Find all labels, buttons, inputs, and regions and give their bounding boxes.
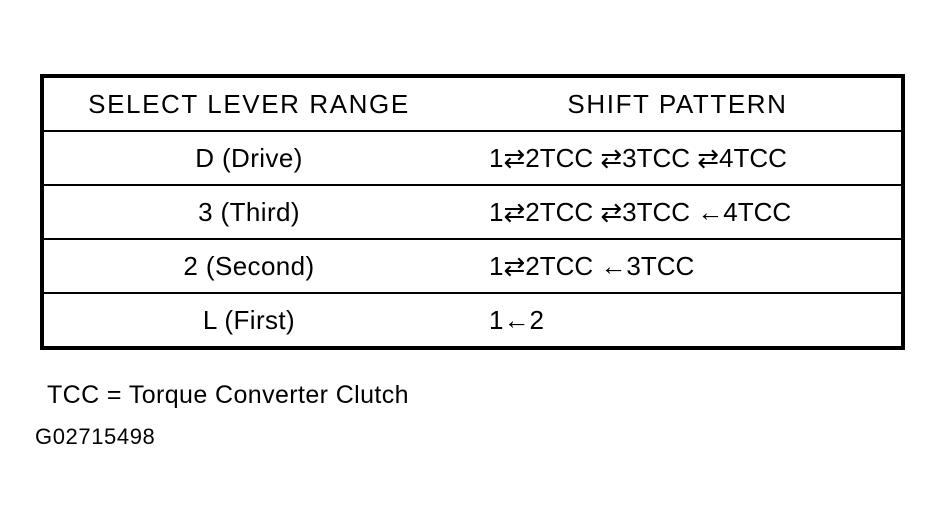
cell-range-drive: D (Drive) [42, 131, 454, 186]
header-cell-select-lever-range: SELECT LEVER RANGE [42, 76, 454, 132]
range-label-third: 3 (Third) [198, 197, 300, 227]
pattern-label-drive: 1⇄2TCC ⇄3TCC ⇄4TCC [489, 143, 787, 173]
cell-range-first: L (First) [42, 293, 454, 348]
cell-range-second: 2 (Second) [42, 239, 454, 294]
pattern-label-third: 1⇄2TCC ⇄3TCC ←4TCC [489, 197, 792, 227]
shift-pattern-table: SELECT LEVER RANGE SHIFT PATTERN D (Driv… [40, 74, 905, 350]
range-label-first: L (First) [202, 305, 296, 335]
table-header-row: SELECT LEVER RANGE SHIFT PATTERN [42, 76, 903, 132]
table-row: L (First) 1←2 [42, 293, 903, 348]
cell-pattern-drive: 1⇄2TCC ⇄3TCC ⇄4TCC [454, 131, 903, 186]
pattern-label-second: 1⇄2TCC ←3TCC [489, 251, 695, 281]
cell-pattern-third: 1⇄2TCC ⇄3TCC ←4TCC [454, 185, 903, 240]
cell-pattern-second: 1⇄2TCC ←3TCC [454, 239, 903, 294]
cell-pattern-first: 1←2 [454, 293, 903, 348]
table-row: D (Drive) 1⇄2TCC ⇄3TCC ⇄4TCC [42, 131, 903, 186]
header-cell-shift-pattern: SHIFT PATTERN [454, 76, 903, 132]
table-row: 2 (Second) 1⇄2TCC ←3TCC [42, 239, 903, 294]
range-label-drive: D (Drive) [195, 143, 303, 173]
table-row: 3 (Third) 1⇄2TCC ⇄3TCC ←4TCC [42, 185, 903, 240]
header-label-shift-pattern: SHIFT PATTERN [567, 89, 788, 119]
legend-tcc-abbreviation: TCC = Torque Converter Clutch [47, 381, 409, 409]
header-label-select-lever-range: SELECT LEVER RANGE [88, 89, 410, 119]
figure-id-label: G02715498 [35, 424, 156, 449]
pattern-label-first: 1←2 [489, 305, 544, 335]
cell-range-third: 3 (Third) [42, 185, 454, 240]
range-label-second: 2 (Second) [183, 251, 315, 281]
